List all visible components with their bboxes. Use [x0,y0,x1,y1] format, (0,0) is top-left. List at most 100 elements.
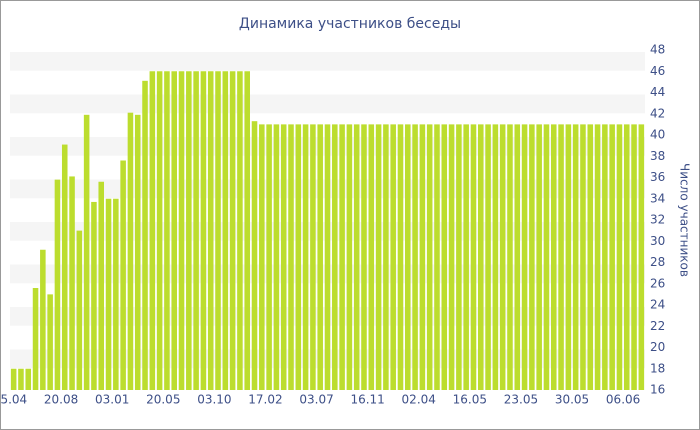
bar [10,368,17,390]
bar [521,124,528,390]
bar [280,124,287,390]
bar [412,124,418,390]
x-tick-label: 20.08 [44,393,78,407]
bar [171,71,177,390]
bar [616,124,623,390]
y-tick-label: 26 [650,276,665,290]
x-tick-label: 03.10 [197,393,231,407]
bar [390,124,396,390]
x-tick-label: 20.05 [146,393,180,407]
bar [302,124,309,390]
bar [375,124,382,390]
bar [602,124,608,390]
y-tick-label: 44 [650,85,665,99]
x-tick-label: 03.01 [95,393,129,407]
bar [594,124,601,390]
bar [156,71,163,390]
bar [61,144,68,390]
bar [339,124,345,390]
bar [83,114,90,390]
y-tick-label: 34 [650,191,665,205]
bar [266,124,272,390]
x-tick-label: 16.05 [453,393,487,407]
bar [361,124,367,390]
bar [405,124,411,390]
bar [91,201,97,390]
bar [470,124,477,390]
bar [550,124,557,390]
y-tick-label: 40 [650,128,665,142]
bar [426,124,433,390]
bar [317,124,323,390]
x-tick-label: 17.02 [248,393,282,407]
y-tick-label: 36 [650,170,665,184]
bar [507,124,513,390]
bar [40,249,46,390]
x-tick-label: 06.06 [606,393,640,407]
bar [514,124,521,390]
bar [134,114,141,390]
bar [200,71,207,390]
y-tick-label: 32 [650,213,665,227]
y-tick-label: 48 [650,43,665,57]
y-tick-label: 18 [650,361,665,375]
grid-band [10,52,645,72]
bar [237,71,243,390]
bar [492,124,499,390]
y-tick-label: 42 [650,106,665,120]
bar [543,124,550,390]
chart-title: Динамика участников беседы [239,16,461,32]
x-tick-label: 03.07 [299,393,333,407]
bar [259,124,265,390]
bar [499,124,506,390]
bar [222,71,229,390]
y-tick-label: 24 [650,298,665,312]
y-tick-label: 28 [650,255,665,269]
bar [120,160,126,390]
bar [434,124,440,390]
bar [295,124,302,390]
bar [142,80,148,390]
bar [127,112,134,390]
bar [623,124,630,390]
bar [529,124,535,390]
bar [346,124,353,390]
y-tick-label: 46 [650,64,665,78]
bar [631,124,637,390]
bar [419,124,426,390]
bar [332,124,338,390]
bar [98,181,105,390]
x-tick-label: 05.04 [0,393,27,407]
x-tick-label: 02.04 [402,393,436,407]
bar [193,71,199,390]
bar [572,124,579,390]
bar [18,368,24,390]
bar [638,124,645,390]
bar [580,124,586,390]
bar [478,124,484,390]
y-tick-label: 22 [650,319,665,333]
bar [310,124,316,390]
bar [368,124,375,390]
bar [558,124,564,390]
bar [76,230,83,390]
y-tick-label: 38 [650,149,665,163]
bar [32,288,39,390]
bar [178,71,185,390]
bar [383,124,389,390]
bar [441,124,448,390]
bar [105,198,112,390]
bar [251,121,258,390]
bar [353,124,360,390]
bar [215,71,221,390]
bar [609,124,615,390]
y-tick-label: 30 [650,234,665,248]
bar [397,124,404,390]
bar [565,124,572,390]
bar [229,71,236,390]
bar [587,124,594,390]
y-tick-label: 16 [650,383,665,397]
y-axis-label: Число участников [678,163,692,277]
